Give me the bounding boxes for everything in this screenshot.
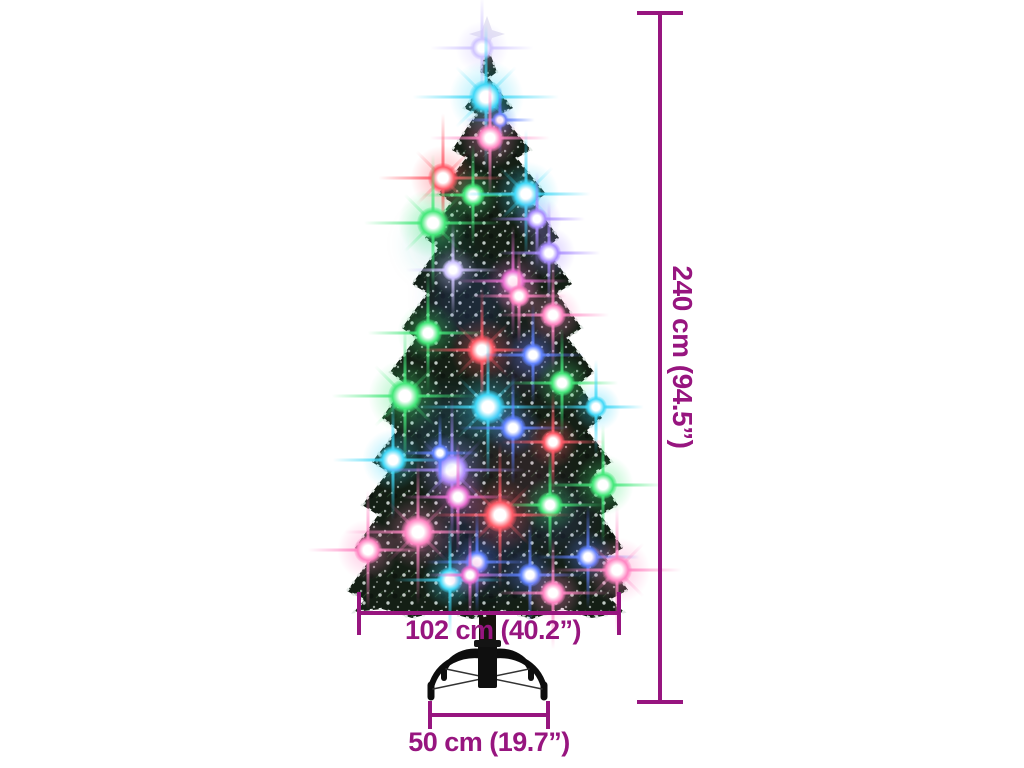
height-dimension-label: 240 cm (94.5”) (667, 265, 698, 449)
base-dimension-tick-right (546, 701, 550, 729)
tree-stand (427, 640, 548, 701)
height-dimension-line (658, 11, 662, 704)
base-dimension-label: 50 cm (19.7”) (408, 727, 570, 757)
width-dimension-label: 102 cm (40.2”) (404, 615, 582, 645)
height-dimension-cap-bottom (637, 700, 683, 704)
width-dimension-tick-right (617, 592, 621, 635)
height-dimension-cap-top (637, 11, 683, 15)
width-dimension-line (357, 611, 621, 615)
width-dimension-tick-left (357, 592, 361, 635)
tree-topper-star (469, 16, 505, 52)
base-dimension-line (428, 713, 550, 717)
base-dimension-tick-left (428, 701, 432, 729)
